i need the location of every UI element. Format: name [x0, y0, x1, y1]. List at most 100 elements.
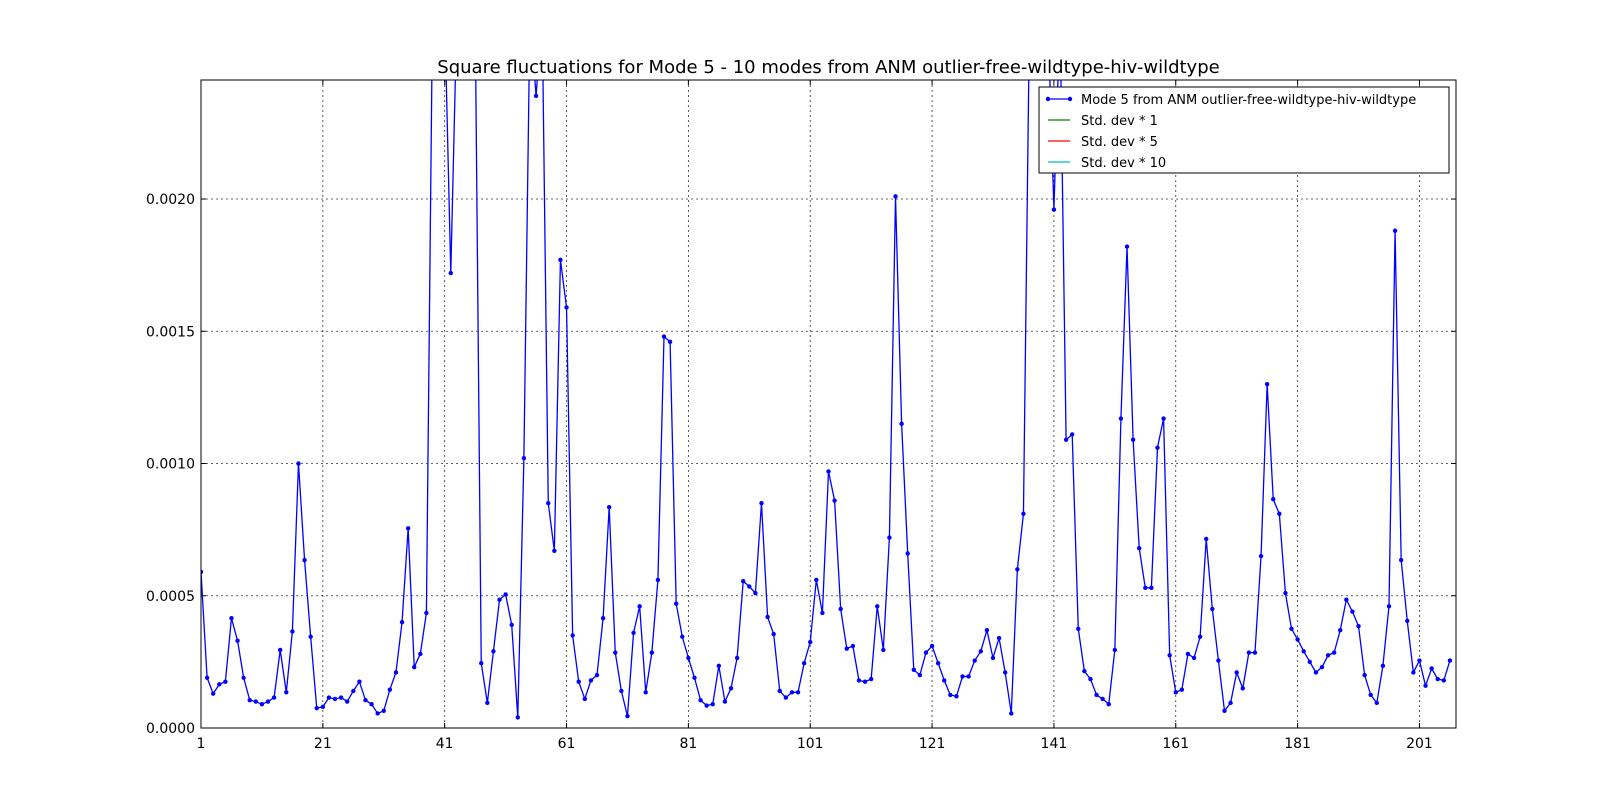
data-point	[552, 548, 557, 553]
y-tick-label: 0.0000	[146, 721, 195, 737]
data-point	[625, 713, 630, 719]
data-point	[1258, 553, 1264, 559]
data-point	[1295, 637, 1300, 642]
data-point	[759, 500, 764, 506]
data-point	[247, 698, 252, 703]
data-point	[917, 672, 923, 678]
data-point	[899, 421, 904, 427]
data-point	[1277, 511, 1282, 516]
grid	[201, 80, 1456, 728]
data-point	[655, 577, 661, 583]
data-point	[923, 650, 929, 655]
x-tick-label: 121	[919, 736, 946, 752]
data-point	[1234, 670, 1239, 675]
data-point	[1179, 687, 1185, 692]
data-point	[881, 647, 886, 653]
data-point	[1356, 623, 1361, 629]
data-point	[1362, 672, 1367, 678]
x-tick-label: 1	[197, 736, 206, 752]
data-point	[491, 649, 496, 654]
data-point	[820, 610, 825, 616]
data-point	[1429, 666, 1434, 671]
data-point	[1338, 627, 1343, 633]
data-point	[503, 592, 508, 597]
data-point	[966, 674, 971, 679]
data-point	[716, 663, 722, 669]
x-tick-label: 161	[1162, 736, 1189, 752]
data-point	[747, 584, 752, 589]
data-point	[1082, 668, 1087, 674]
data-point	[546, 500, 551, 506]
data-point	[619, 688, 624, 694]
data-point	[418, 651, 423, 657]
data-point	[521, 456, 527, 461]
data-point	[1112, 647, 1118, 653]
data-point	[223, 679, 228, 684]
y-tick-label: 0.0010	[146, 457, 195, 473]
data-point	[1319, 664, 1325, 670]
plot-area-frame	[200, 79, 1457, 729]
data-point	[387, 687, 393, 692]
data-point	[351, 688, 356, 694]
data-point	[296, 461, 301, 466]
data-point	[1002, 670, 1008, 675]
legend-label: Mode 5 from ANM outlier-free-wildtype-hi…	[1081, 93, 1416, 108]
data-point	[838, 606, 843, 612]
data-point	[631, 630, 636, 635]
data-point	[856, 678, 862, 683]
data-point	[649, 650, 655, 655]
data-point	[1197, 634, 1203, 639]
data-point	[1204, 536, 1209, 542]
data-point	[875, 604, 880, 609]
data-point	[399, 620, 405, 625]
data-point	[1368, 692, 1373, 698]
data-point	[576, 679, 581, 684]
data-point	[1155, 445, 1160, 450]
data-point	[728, 686, 734, 691]
data-point	[436, 12, 440, 16]
data-point	[929, 643, 935, 649]
data-point	[1167, 653, 1172, 658]
x-tick-label: 201	[1406, 736, 1433, 752]
data-point	[564, 305, 569, 310]
data-point	[412, 664, 417, 670]
data-point	[1076, 626, 1081, 632]
data-point	[479, 661, 484, 666]
data-point	[801, 661, 807, 666]
data-point	[637, 604, 642, 609]
data-point	[643, 690, 648, 695]
data-point	[284, 690, 289, 695]
data-point	[455, 12, 459, 16]
data-point	[832, 498, 837, 503]
series-line	[201, 80, 1451, 719]
data-point	[235, 638, 240, 643]
data-point	[1021, 511, 1026, 516]
data-point	[369, 702, 374, 707]
x-tick-label: 101	[797, 736, 824, 752]
data-point	[1447, 658, 1453, 663]
data-point	[1143, 585, 1148, 591]
data-point	[290, 629, 295, 634]
data-point	[229, 616, 234, 621]
data-point	[1069, 432, 1075, 437]
x-tick-label: 41	[436, 736, 454, 752]
legend: Mode 5 from ANM outlier-free-wildtype-hi…	[1038, 86, 1450, 174]
data-point	[990, 655, 996, 661]
data-point	[606, 504, 612, 510]
data-point	[1210, 606, 1215, 612]
data-point	[332, 696, 338, 702]
data-point	[582, 696, 588, 702]
data-point	[826, 469, 831, 474]
data-point	[753, 590, 758, 596]
data-point	[201, 569, 204, 575]
data-point	[765, 614, 770, 620]
y-tick-label: 0.0015	[146, 324, 195, 340]
data-point	[600, 616, 606, 621]
data-point	[302, 557, 307, 563]
x-tick-label: 141	[1041, 736, 1068, 752]
data-point	[393, 670, 399, 675]
data-point	[1094, 692, 1099, 698]
data-point	[1222, 708, 1227, 714]
data-point	[265, 699, 271, 704]
data-point	[734, 655, 740, 661]
